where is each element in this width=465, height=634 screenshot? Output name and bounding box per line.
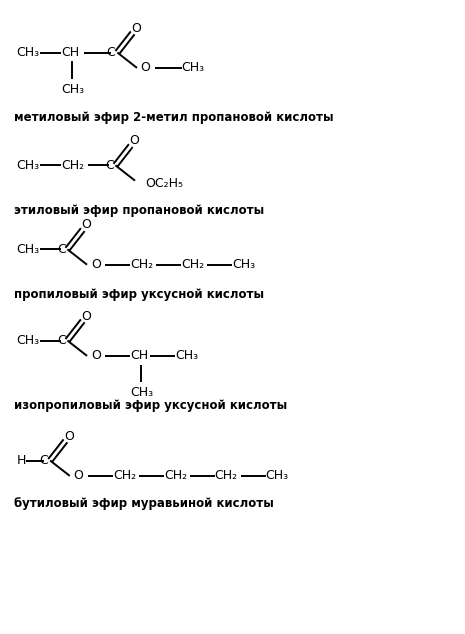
Text: CH₃: CH₃ <box>130 386 153 399</box>
Text: C: C <box>57 243 66 256</box>
Text: C: C <box>40 454 48 467</box>
Text: CH: CH <box>61 46 79 59</box>
Text: CH₂: CH₂ <box>181 258 204 271</box>
Text: изопропиловый эфир уксусной кислоты: изопропиловый эфир уксусной кислоты <box>14 399 287 412</box>
Text: CH₂: CH₂ <box>130 258 153 271</box>
Text: CH₂: CH₂ <box>215 469 238 482</box>
Text: O: O <box>64 430 74 443</box>
Text: H: H <box>16 454 26 467</box>
Text: CH₃: CH₃ <box>182 61 205 74</box>
Text: CH₃: CH₃ <box>16 159 40 172</box>
Text: CH₃: CH₃ <box>232 258 255 271</box>
Text: бутиловый эфир муравьиной кислоты: бутиловый эфир муравьиной кислоты <box>14 497 274 510</box>
Text: этиловый эфир пропановой кислоты: этиловый эфир пропановой кислоты <box>14 204 264 217</box>
Text: метиловый эфир 2-метил пропановой кислоты: метиловый эфир 2-метил пропановой кислот… <box>14 111 334 124</box>
Text: O: O <box>82 218 92 231</box>
Text: O: O <box>91 258 100 271</box>
Text: C: C <box>106 46 115 59</box>
Text: CH₂: CH₂ <box>61 159 84 172</box>
Text: O: O <box>141 61 151 74</box>
Text: CH₂: CH₂ <box>113 469 136 482</box>
Text: CH₂: CH₂ <box>164 469 187 482</box>
Text: CH: CH <box>130 349 148 363</box>
Text: O: O <box>130 134 140 147</box>
Text: CH₃: CH₃ <box>61 83 84 96</box>
Text: C: C <box>105 159 113 172</box>
Text: CH₃: CH₃ <box>175 349 199 363</box>
Text: O: O <box>73 469 83 482</box>
Text: OC₂H₅: OC₂H₅ <box>146 177 184 190</box>
Text: CH₃: CH₃ <box>16 46 40 59</box>
Text: CH₃: CH₃ <box>16 243 40 256</box>
Text: CH₃: CH₃ <box>16 334 40 347</box>
Text: CH₃: CH₃ <box>266 469 289 482</box>
Text: O: O <box>132 22 141 34</box>
Text: O: O <box>91 349 100 363</box>
Text: O: O <box>82 309 92 323</box>
Text: C: C <box>57 334 66 347</box>
Text: пропиловый эфир уксусной кислоты: пропиловый эфир уксусной кислоты <box>14 288 264 301</box>
